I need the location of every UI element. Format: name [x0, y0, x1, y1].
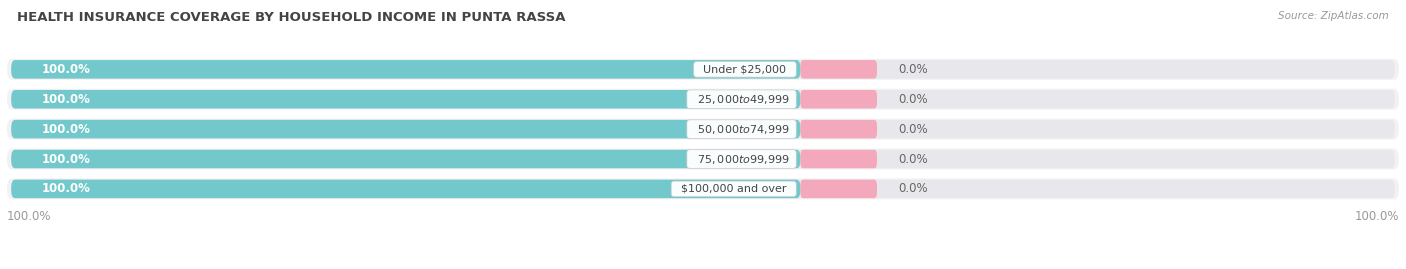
Text: 100.0%: 100.0% — [1354, 210, 1399, 224]
Text: 100.0%: 100.0% — [42, 182, 91, 195]
Text: $50,000 to $74,999: $50,000 to $74,999 — [690, 123, 793, 136]
Text: 0.0%: 0.0% — [898, 153, 928, 165]
FancyBboxPatch shape — [800, 120, 877, 138]
Text: 0.0%: 0.0% — [898, 123, 928, 136]
FancyBboxPatch shape — [7, 59, 1399, 80]
Text: 100.0%: 100.0% — [7, 210, 52, 224]
Text: 0.0%: 0.0% — [898, 93, 928, 106]
FancyBboxPatch shape — [800, 180, 877, 198]
Text: $25,000 to $49,999: $25,000 to $49,999 — [690, 93, 793, 106]
FancyBboxPatch shape — [11, 120, 800, 138]
FancyBboxPatch shape — [11, 150, 800, 168]
Text: 100.0%: 100.0% — [42, 123, 91, 136]
Text: Source: ZipAtlas.com: Source: ZipAtlas.com — [1278, 11, 1389, 21]
FancyBboxPatch shape — [11, 180, 800, 198]
FancyBboxPatch shape — [11, 90, 800, 108]
FancyBboxPatch shape — [800, 150, 877, 168]
Text: 100.0%: 100.0% — [42, 63, 91, 76]
Text: Under $25,000: Under $25,000 — [696, 64, 793, 74]
FancyBboxPatch shape — [7, 148, 1399, 169]
FancyBboxPatch shape — [11, 120, 1395, 138]
FancyBboxPatch shape — [7, 178, 1399, 199]
FancyBboxPatch shape — [7, 119, 1399, 140]
FancyBboxPatch shape — [7, 89, 1399, 110]
Text: $75,000 to $99,999: $75,000 to $99,999 — [690, 153, 793, 165]
FancyBboxPatch shape — [11, 60, 800, 79]
Text: 100.0%: 100.0% — [42, 93, 91, 106]
FancyBboxPatch shape — [800, 90, 877, 108]
Text: 0.0%: 0.0% — [898, 182, 928, 195]
Text: HEALTH INSURANCE COVERAGE BY HOUSEHOLD INCOME IN PUNTA RASSA: HEALTH INSURANCE COVERAGE BY HOUSEHOLD I… — [17, 11, 565, 24]
FancyBboxPatch shape — [11, 60, 1395, 79]
Text: 0.0%: 0.0% — [898, 63, 928, 76]
FancyBboxPatch shape — [11, 180, 1395, 198]
FancyBboxPatch shape — [11, 90, 1395, 108]
Text: 100.0%: 100.0% — [42, 153, 91, 165]
Text: $100,000 and over: $100,000 and over — [673, 184, 793, 194]
FancyBboxPatch shape — [11, 150, 1395, 168]
FancyBboxPatch shape — [800, 60, 877, 79]
